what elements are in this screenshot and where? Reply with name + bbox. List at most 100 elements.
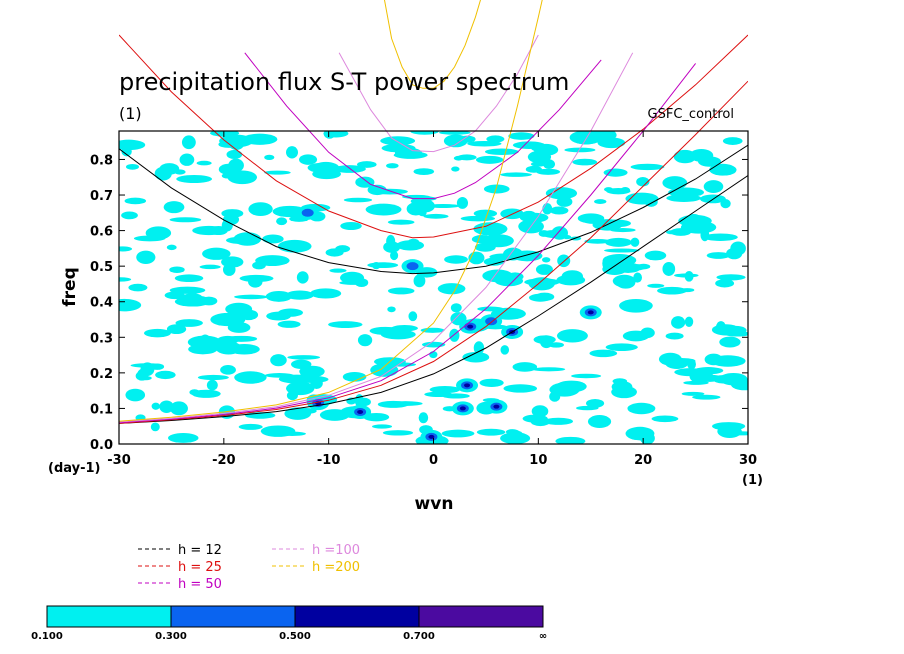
contour-patch: [365, 203, 402, 216]
contour-patch: [503, 384, 538, 393]
contour-patch: [312, 169, 342, 180]
contour-patch: [150, 422, 160, 432]
contour-patch: [603, 168, 628, 177]
contour-patch: [668, 187, 705, 198]
contour-patch: [206, 379, 218, 391]
contour-patch-high: [428, 434, 435, 439]
contour-patch: [689, 148, 714, 162]
colorbar-label: 0.700: [403, 631, 435, 642]
contour-patch: [505, 429, 520, 435]
contour-patch: [512, 362, 538, 372]
colorbar-swatch: [170, 605, 296, 628]
contour-patch: [716, 274, 746, 281]
contour-patch: [556, 329, 588, 343]
contour-patch: [482, 269, 513, 283]
contour-patch: [713, 375, 733, 384]
contour-patch: [483, 184, 510, 194]
contour-patch: [530, 161, 547, 167]
contour-patch: [339, 280, 367, 285]
contour-patch: [561, 270, 584, 283]
contour-patch: [220, 365, 236, 375]
contour-patch: [124, 197, 147, 205]
contour-patch: [458, 135, 476, 143]
contour-patch: [119, 139, 146, 151]
contour-patch: [380, 329, 416, 340]
colorbar-swatch: [294, 605, 420, 628]
contour-patch: [329, 268, 347, 273]
contour-patch: [722, 137, 743, 145]
contour-patch: [605, 237, 632, 247]
colorbar-label: ∞: [539, 631, 547, 642]
contour-patch: [527, 150, 552, 164]
x-tick-label: -30: [107, 453, 131, 468]
contour-patch: [139, 376, 152, 381]
contour-patch: [549, 391, 561, 402]
contour-patch: [355, 176, 375, 188]
contour-patch: [541, 257, 551, 263]
contour-patch-high: [357, 409, 364, 414]
contour-patch: [197, 374, 229, 381]
contour-patch: [151, 402, 160, 410]
contour-patch: [482, 234, 514, 248]
legend: h = 12 h = 25 h = 50 h =100 h =200: [138, 543, 360, 592]
contour-patch: [387, 287, 415, 295]
contour-patch: [407, 238, 420, 245]
contour-patch: [188, 344, 218, 355]
contour-patch: [192, 225, 226, 236]
contour-patch: [406, 202, 426, 216]
x-axis-ticks: -30 -20 -10 0 10 20 30: [107, 131, 757, 468]
contour-patch-high: [587, 310, 594, 315]
contour-patch: [630, 237, 640, 247]
contour-patch: [671, 316, 686, 329]
contour-patch: [323, 131, 336, 139]
contour-patch: [169, 266, 185, 274]
contour-patch: [150, 363, 165, 370]
contour-patch: [611, 385, 637, 399]
contour-patch: [534, 292, 555, 302]
contour-patch: [371, 188, 408, 195]
contour-patch: [585, 131, 617, 142]
contour-patch: [535, 264, 553, 275]
contour-patch: [413, 274, 426, 288]
contour-patch: [227, 170, 258, 185]
contour-patch: [223, 214, 240, 226]
contour-patch: [234, 371, 267, 384]
contour-patch: [424, 391, 453, 398]
contour-patch-high: [464, 383, 471, 388]
contour-patch: [542, 229, 567, 239]
x-unit-label: (1): [742, 473, 763, 488]
contour-patch: [508, 132, 535, 140]
contour-patch: [473, 222, 508, 236]
contour-patch: [704, 353, 723, 366]
contour-field: [119, 131, 748, 444]
contour-patch: [657, 286, 687, 295]
contour-patch: [328, 321, 363, 329]
contour-patch: [706, 252, 731, 259]
contour-patch: [450, 303, 462, 313]
contour-patch: [508, 249, 524, 257]
contour-patch: [287, 355, 321, 360]
contour-patch: [532, 367, 566, 372]
legend-label: h =100: [312, 543, 360, 558]
contour-patch: [181, 135, 196, 150]
y-tick-label: 0.2: [90, 367, 113, 382]
contour-patch: [386, 234, 396, 248]
contour-patch: [191, 389, 221, 398]
legend-label: h =200: [312, 560, 360, 575]
contour-patch: [665, 332, 684, 340]
contour-patch: [372, 424, 393, 429]
contour-patch: [712, 422, 746, 431]
y-tick-label: 0.3: [90, 331, 113, 346]
contour-patch: [187, 296, 201, 306]
contour-patch: [522, 414, 548, 423]
contour-patch: [333, 165, 366, 173]
contour-patch: [576, 405, 599, 411]
contour-patch: [266, 311, 291, 321]
contour-patch: [413, 168, 435, 175]
contour-patch: [221, 256, 244, 268]
contour-patch: [159, 400, 174, 413]
contour-patch: [548, 342, 564, 348]
contour-patch: [166, 324, 187, 335]
contour-patch: [572, 158, 598, 166]
